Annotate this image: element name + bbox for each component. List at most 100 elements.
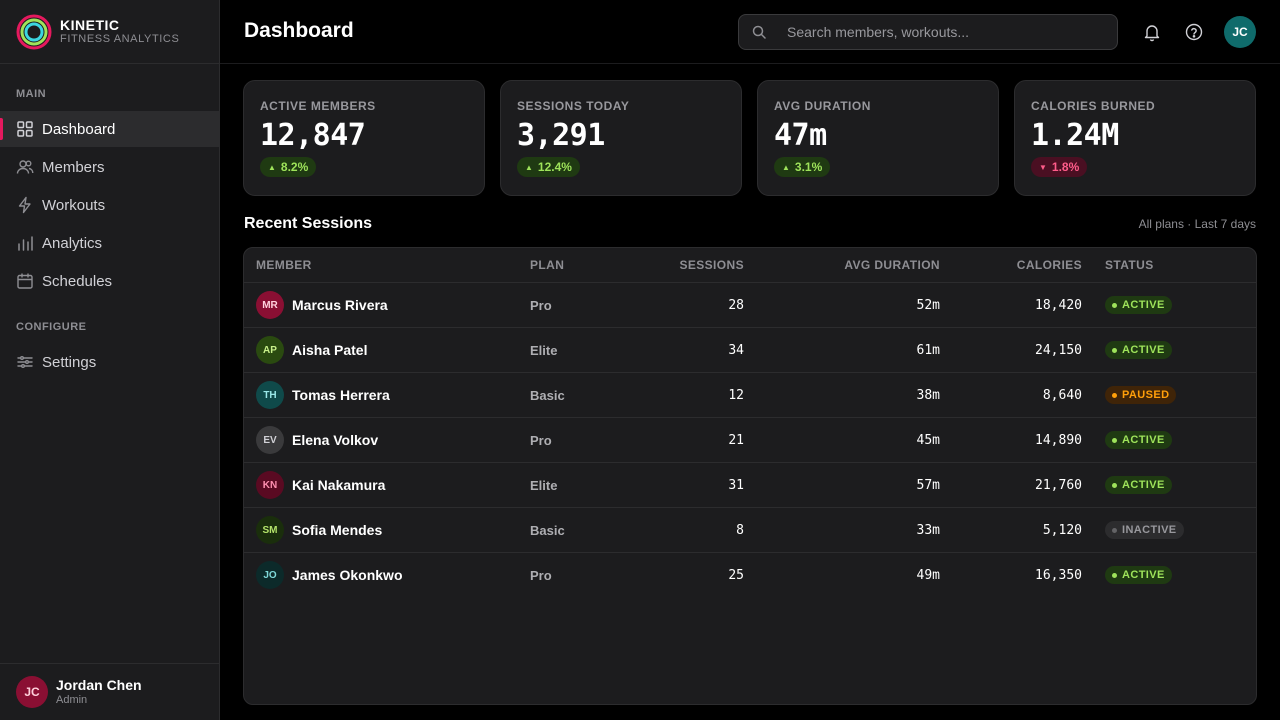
avatar: KN [256,471,284,499]
status-dot-icon [1112,482,1117,488]
member-name: Marcus Rivera [292,297,388,313]
plan-value: Elite [530,477,558,493]
status-label: ACTIVE [1122,434,1165,446]
member-name: James Okonkwo [292,567,403,583]
sidebar-item-analytics[interactable]: Analytics [0,225,219,261]
search-box[interactable] [738,14,1118,50]
brand[interactable]: KINETIC FITNESS ANALYTICS [0,0,219,64]
status-badge: ACTIVE [1105,341,1172,359]
stat-value: 3,291 [517,118,605,153]
help-icon[interactable] [1184,22,1204,42]
table-body: MR Marcus Rivera Pro 28 52m 18,420 ACTIVE AP Ais… [244,283,1256,598]
stat-delta: ▼ 1.8% [1031,157,1088,177]
avatar: MR [256,291,284,319]
page-title: Dashboard [244,19,354,42]
stat-value: 47m [774,118,827,153]
avg-duration-value: 61m [916,342,940,358]
avatar: EV [256,426,284,454]
avg-duration-value: 52m [916,297,940,313]
search-input[interactable] [787,24,1107,40]
calories-value: 18,420 [1035,297,1082,313]
column-header-avg-duration[interactable]: AVG DURATION [844,258,940,272]
column-header-status[interactable]: STATUS [1105,258,1154,272]
avg-duration-value: 33m [916,522,940,538]
user-role: Admin [56,694,88,706]
calories-value: 5,120 [1042,522,1082,538]
sidebar-item-label: Schedules [42,272,113,290]
plan-value: Pro [530,567,552,583]
sidebar-item-settings[interactable]: Settings [0,344,219,380]
sidebar-item-label: Settings [42,353,97,371]
sidebar-item-schedules[interactable]: Schedules [0,263,219,299]
member-cell: EV Elena Volkov [256,418,378,462]
rings-logo-icon [16,14,52,49]
member-cell: TH Tomas Herrera [256,373,390,417]
member-cell: KN Kai Nakamura [256,463,385,507]
avatar: JC [16,676,48,708]
status-label: ACTIVE [1122,569,1165,581]
status-dot-icon [1112,392,1117,398]
status-dot-icon [1112,572,1117,578]
table-row[interactable]: EV Elena Volkov Pro 21 45m 14,890 ACTIVE [244,418,1256,463]
column-header-calories[interactable]: CALORIES [1016,258,1082,272]
member-cell: AP Aisha Patel [256,328,367,372]
user-profile[interactable]: JC Jordan Chen Admin [0,663,219,720]
calories-value: 16,350 [1035,567,1082,583]
sidebar-item-label: Members [42,158,105,176]
nav-section-configure: CONFIGURE [16,321,87,333]
stat-card-active-members: ACTIVE MEMBERS 12,847 ▲ 8.2% [243,80,485,196]
status-label: ACTIVE [1122,479,1165,491]
stat-delta: ▲ 3.1% [774,157,831,177]
table-row[interactable]: KN Kai Nakamura Elite 31 57m 21,760 ACTIVE [244,463,1256,508]
avg-duration-value: 38m [916,387,940,403]
arrow-up-icon: ▲ [268,162,276,172]
column-header-plan[interactable]: PLAN [530,258,565,272]
member-name: Tomas Herrera [292,387,390,403]
stat-card-sessions-today: SESSIONS TODAY 3,291 ▲ 12.4% [500,80,742,196]
stat-delta-value: 12.4% [537,160,572,174]
table-row[interactable]: SM Sofia Mendes Basic 8 33m 5,120 INACTIVE [244,508,1256,553]
calories-value: 14,890 [1035,432,1082,448]
table-header: MEMBER PLAN SESSIONS AVG DURATION CALORI… [244,248,1256,283]
table-row[interactable]: MR Marcus Rivera Pro 28 52m 18,420 ACTIVE [244,283,1256,328]
status-label: INACTIVE [1122,524,1177,536]
table-row[interactable]: AP Aisha Patel Elite 34 61m 24,150 ACTIVE [244,328,1256,373]
avatar: SM [256,516,284,544]
calendar-icon [16,272,34,290]
bolt-icon [16,196,34,214]
member-name: Sofia Mendes [292,522,383,538]
stat-value: 1.24M [1031,118,1119,153]
arrow-down-icon: ▼ [1039,162,1047,172]
plan-value: Pro [530,297,552,313]
sessions-value: 28 [728,297,744,313]
column-header-sessions[interactable]: SESSIONS [679,258,744,272]
member-cell: MR Marcus Rivera [256,283,388,327]
brand-subtitle: FITNESS ANALYTICS [60,33,180,45]
member-name: Elena Volkov [292,432,379,448]
section-filter-meta[interactable]: All plans · Last 7 days [1138,217,1256,231]
sidebar-item-label: Dashboard [42,120,116,138]
stat-label: CALORIES BURNED [1031,99,1156,113]
sidebar-item-dashboard[interactable]: Dashboard [0,111,219,147]
bell-icon[interactable] [1142,22,1162,42]
calories-value: 21,760 [1035,477,1082,493]
sidebar-item-members[interactable]: Members [0,149,219,185]
status-badge: PAUSED [1105,386,1177,404]
grid-icon [16,120,34,138]
stat-label: ACTIVE MEMBERS [260,99,376,113]
sessions-table: MEMBER PLAN SESSIONS AVG DURATION CALORI… [243,247,1257,705]
status-badge: ACTIVE [1105,476,1172,494]
sidebar-item-workouts[interactable]: Workouts [0,187,219,223]
status-badge: ACTIVE [1105,566,1172,584]
table-row[interactable]: TH Tomas Herrera Basic 12 38m 8,640 PAUSED [244,373,1256,418]
sliders-icon [16,353,34,371]
sessions-value: 31 [728,477,744,493]
stat-card-calories-burned: CALORIES BURNED 1.24M ▼ 1.8% [1014,80,1256,196]
stat-delta-value: 1.8% [1051,160,1080,174]
header-avatar[interactable]: JC [1224,16,1256,48]
member-name: Kai Nakamura [292,477,386,493]
column-header-member[interactable]: MEMBER [256,258,312,272]
sessions-value: 25 [728,567,744,583]
table-row[interactable]: JO James Okonkwo Pro 25 49m 16,350 ACTIVE [244,553,1256,598]
sidebar: KINETIC FITNESS ANALYTICS MAIN Dashboard… [0,0,220,720]
